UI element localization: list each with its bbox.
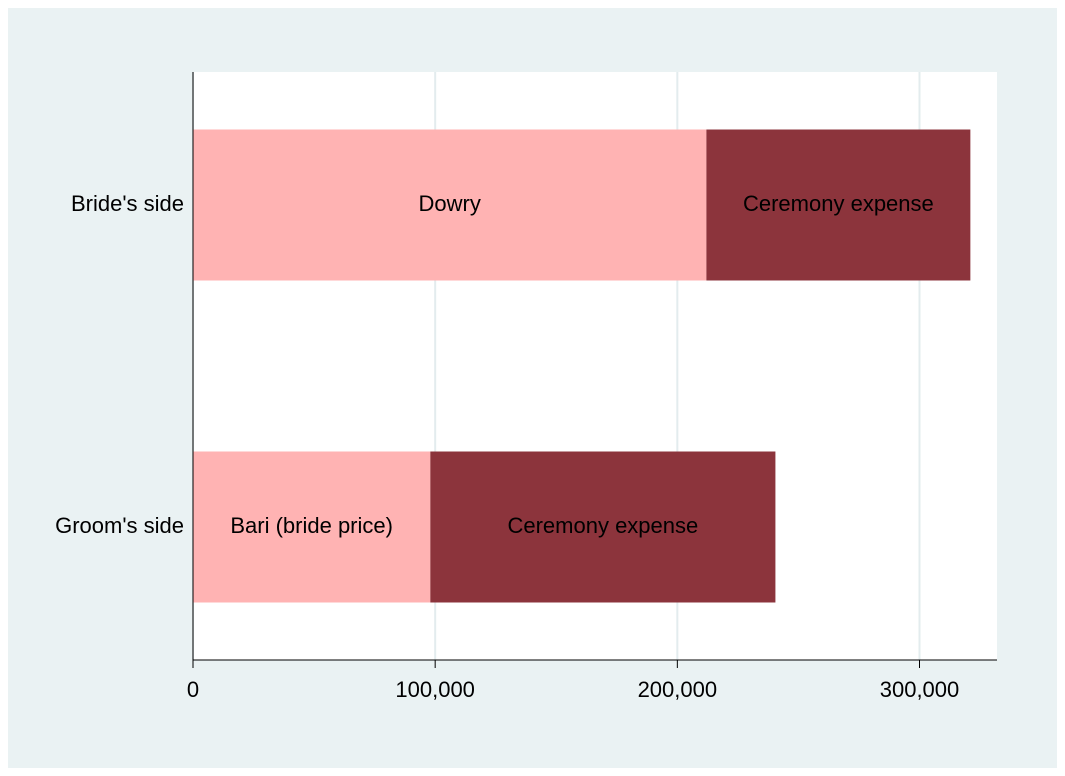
bar-segment — [193, 129, 707, 281]
bar-segment — [430, 451, 776, 603]
y-tick-label: Bride's side — [71, 191, 184, 216]
bar-segment — [706, 129, 971, 281]
y-tick-label: Groom's side — [55, 513, 184, 538]
segment-label: Dowry — [419, 191, 481, 216]
x-tick-label: 200,000 — [638, 677, 718, 702]
segment-label: Bari (bride price) — [230, 513, 393, 538]
segment-label: Ceremony expense — [507, 513, 698, 538]
segment-label: Ceremony expense — [743, 191, 934, 216]
x-tick-label: 100,000 — [395, 677, 475, 702]
x-tick-label: 0 — [187, 677, 199, 702]
x-tick-label: 300,000 — [880, 677, 960, 702]
bar-segment — [193, 451, 431, 603]
